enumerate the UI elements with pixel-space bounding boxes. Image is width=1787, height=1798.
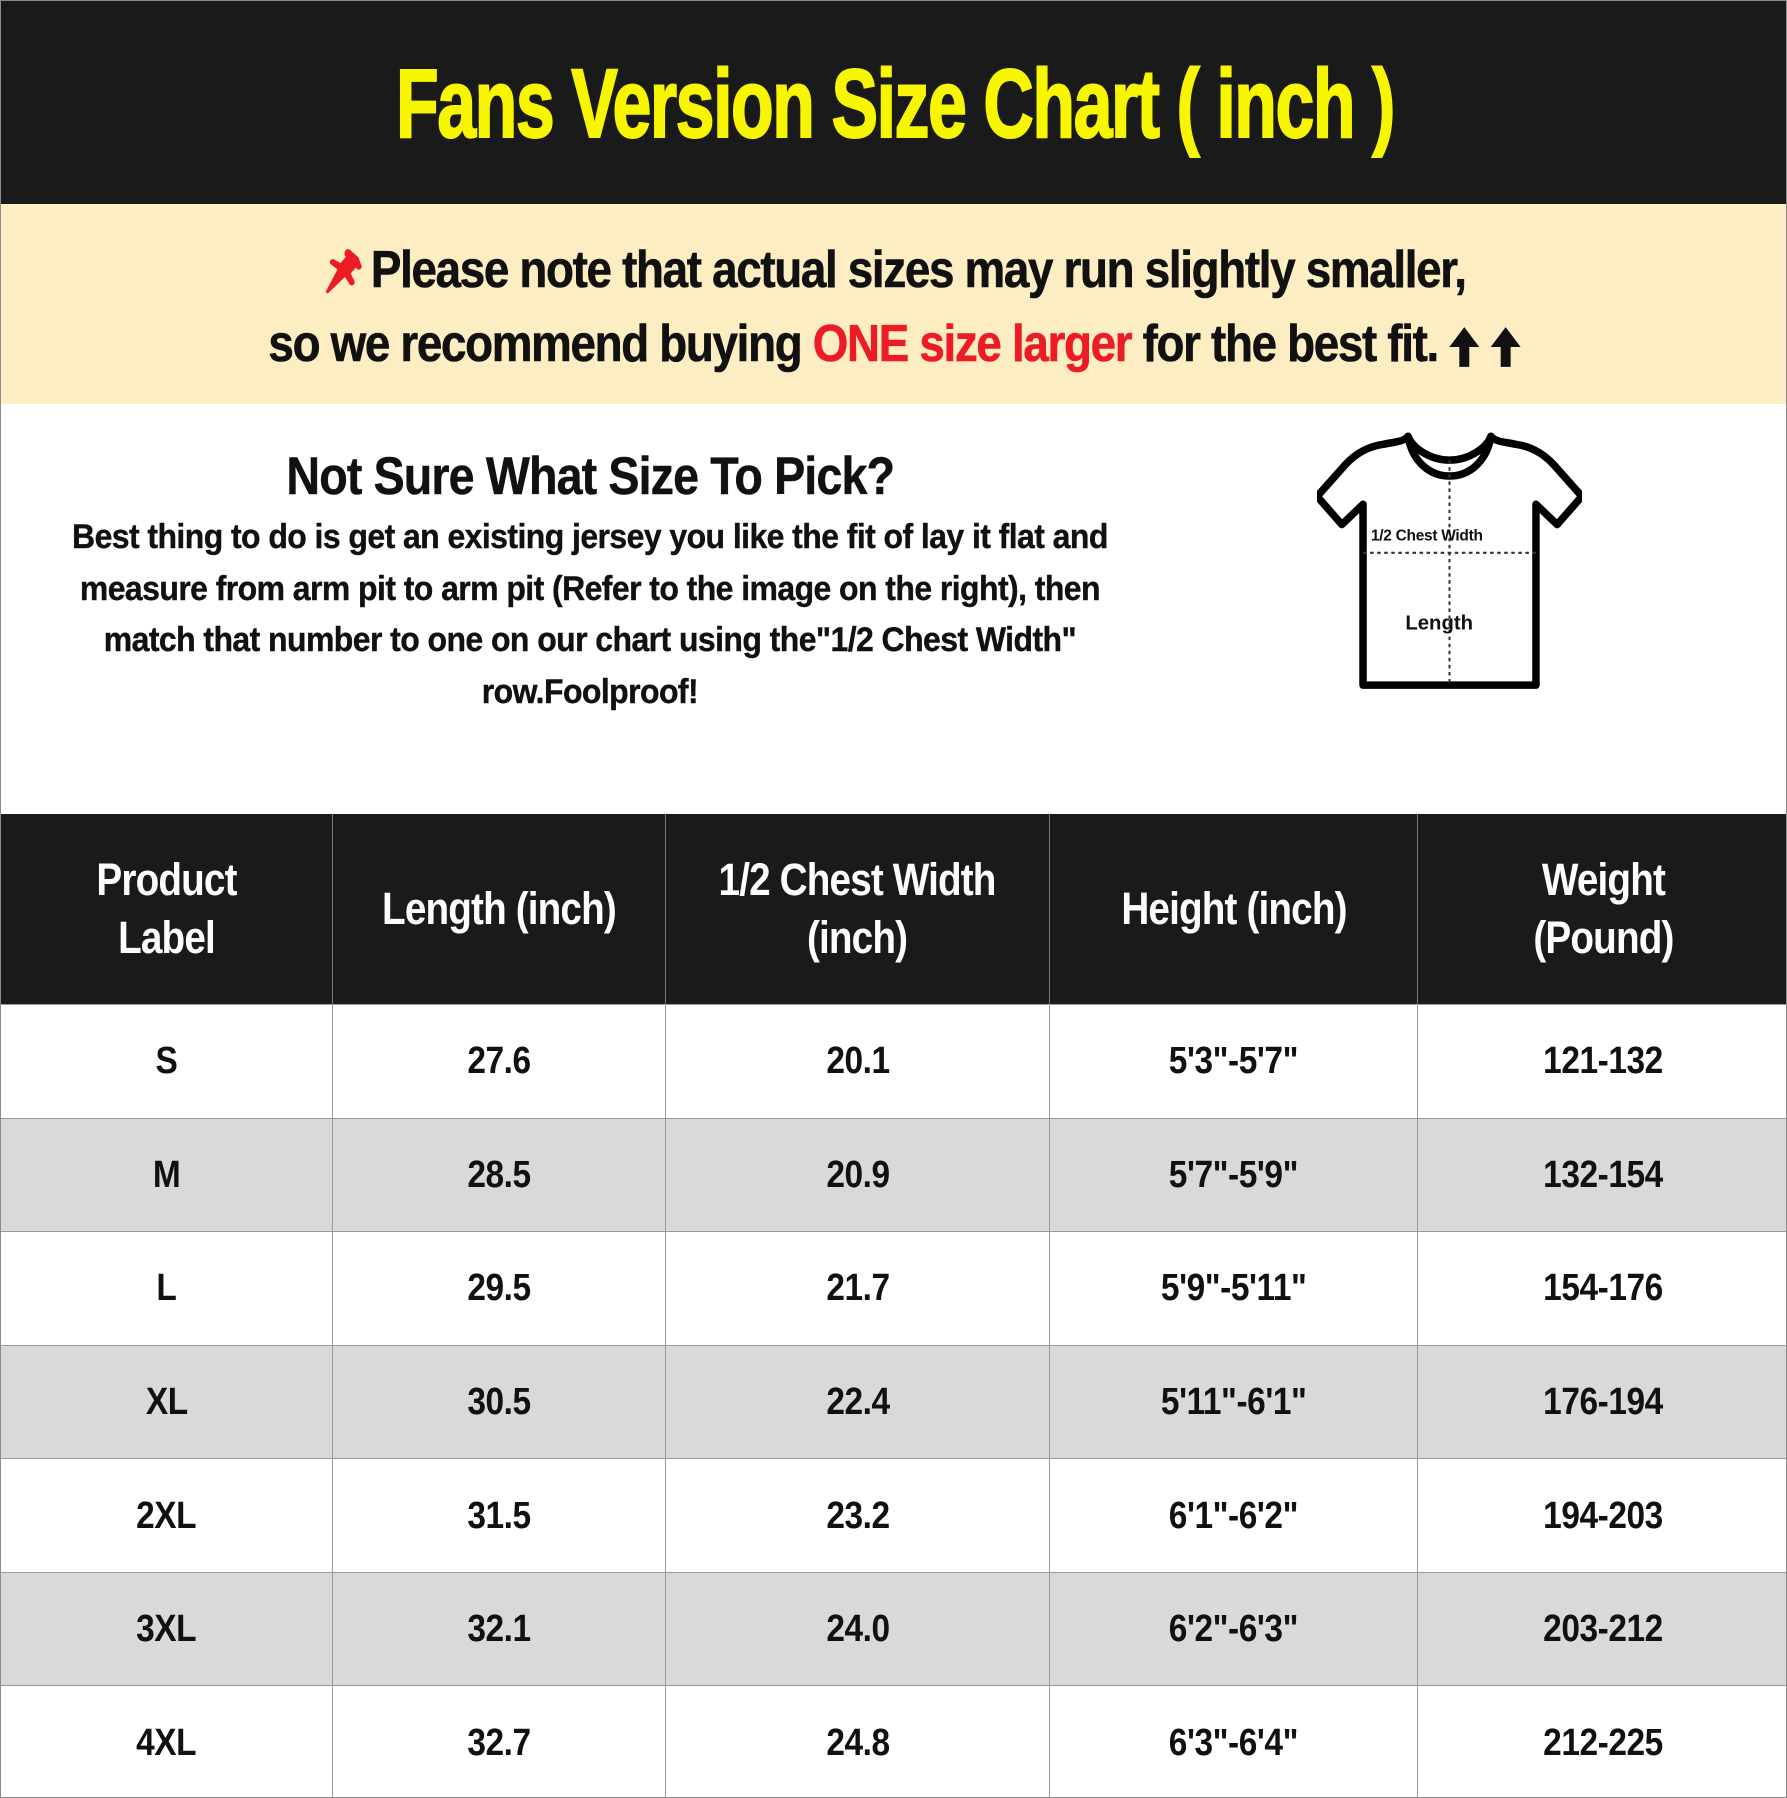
svg-text:1/2 Chest Width: 1/2 Chest Width [1371, 527, 1483, 544]
svg-text:Length: Length [1405, 613, 1473, 635]
